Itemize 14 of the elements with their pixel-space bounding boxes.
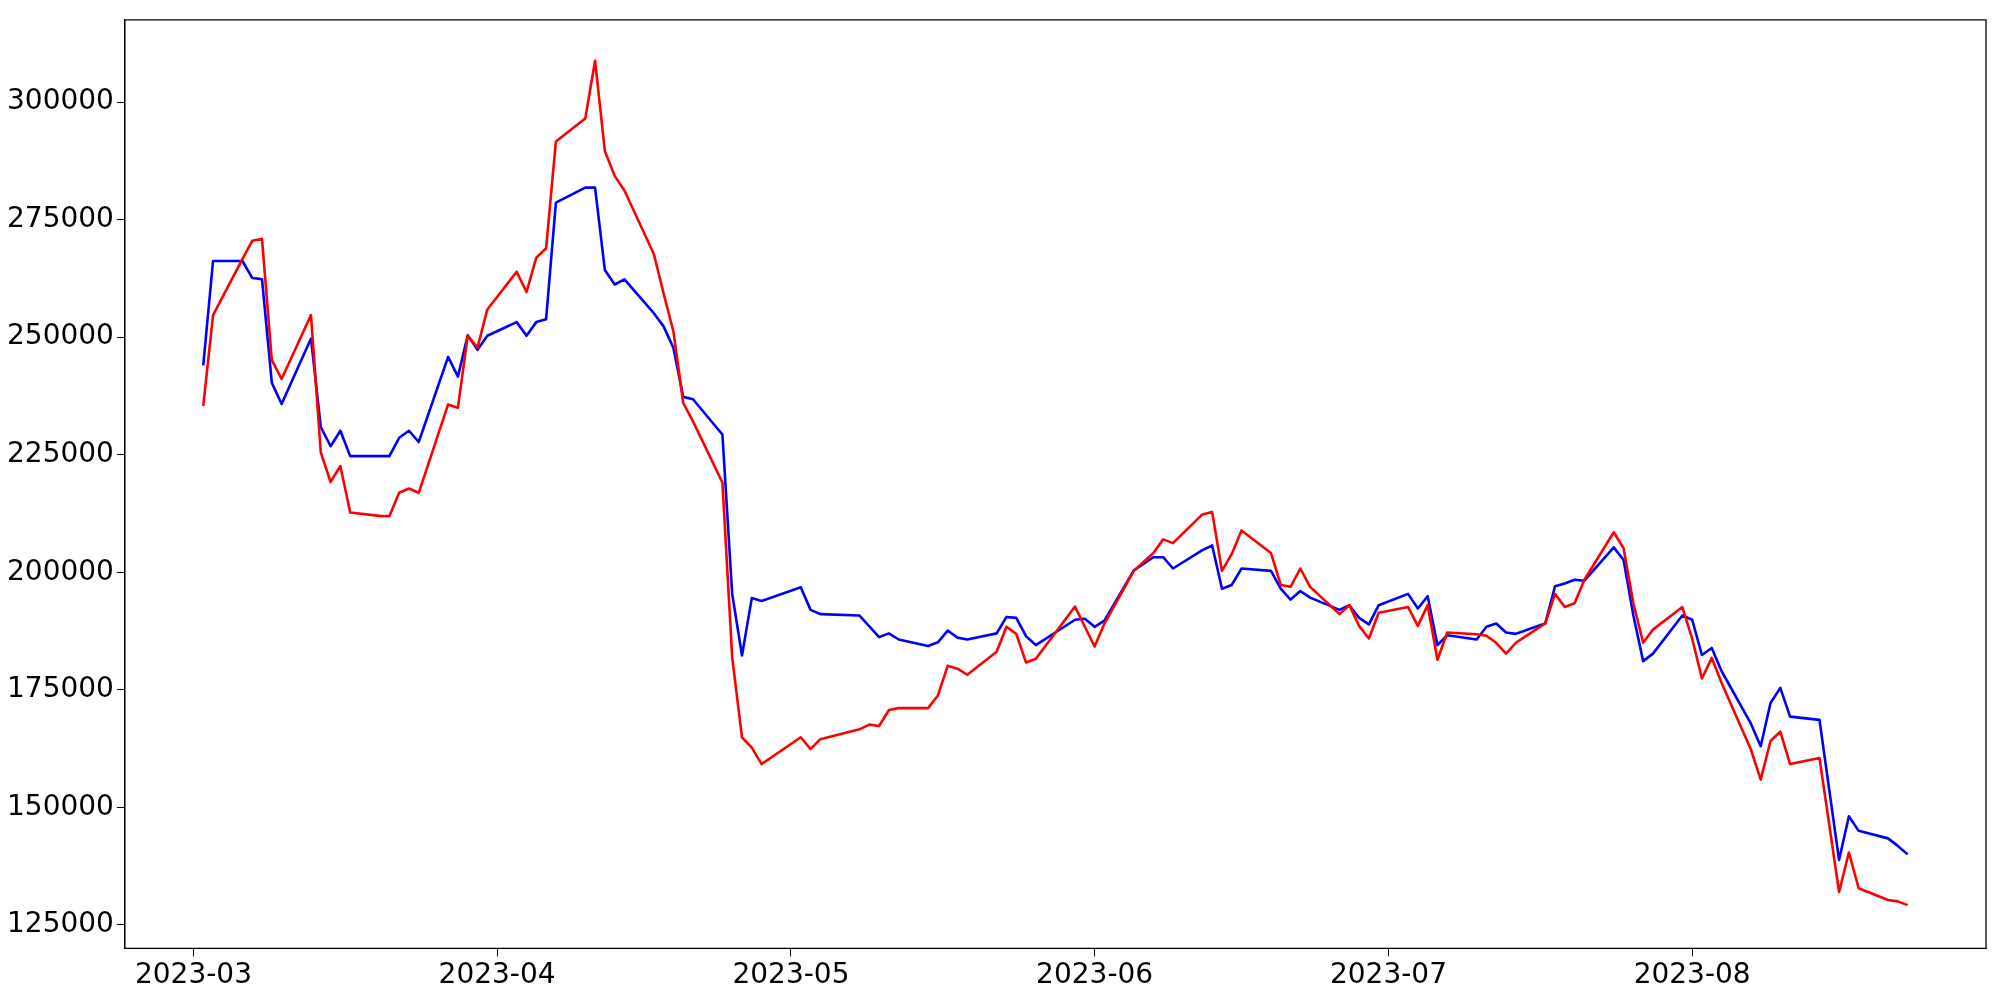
- x-tick-label: 2023-03: [134, 957, 252, 991]
- x-tick-label: 2023-05: [732, 957, 850, 991]
- y-tick-label: 250000: [7, 318, 114, 352]
- y-tick-label: 300000: [7, 83, 114, 117]
- y-tick-label: 175000: [7, 671, 114, 705]
- x-tick-label: 2023-07: [1329, 957, 1447, 991]
- y-tick-label: 150000: [7, 788, 114, 822]
- y-tick-label: 225000: [7, 436, 114, 469]
- y-tick-label: 200000: [7, 553, 114, 587]
- x-tick-label: 2023-04: [438, 957, 556, 991]
- y-tick-label: 125000: [7, 906, 114, 940]
- x-tick-label: 2023-06: [1036, 957, 1154, 991]
- x-tick-label: 2023-08: [1633, 957, 1751, 991]
- y-tick-label: 275000: [7, 200, 114, 234]
